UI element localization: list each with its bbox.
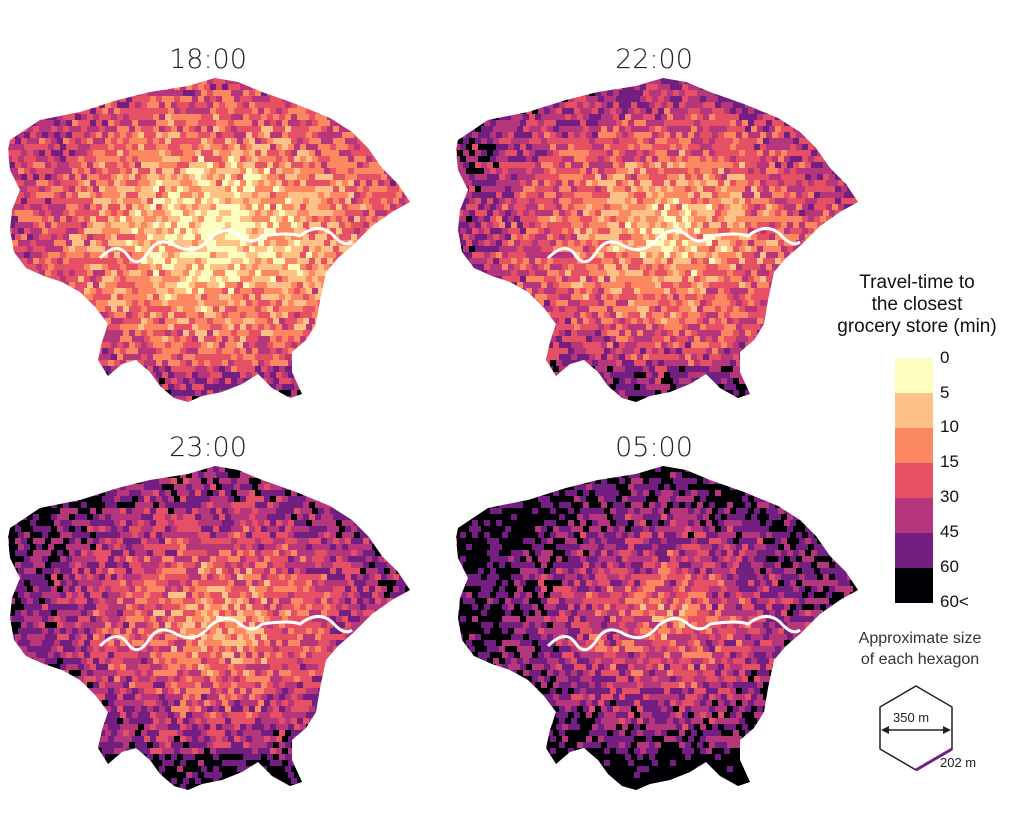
hexagon-size-diagram (879, 685, 953, 772)
hexagon-cells (456, 78, 858, 402)
legend-swatch (895, 568, 933, 603)
panel-title-3: 23:00 (169, 432, 247, 463)
legend-label: 60 (940, 557, 959, 576)
river-thames (546, 615, 801, 652)
legend-label: 5 (940, 383, 950, 402)
legend-title-line: grocery store (min) (837, 316, 997, 337)
legend-label: 45 (940, 522, 959, 541)
arrow-right-icon (943, 726, 951, 734)
river-thames (98, 615, 353, 652)
map-panel-1 (8, 78, 410, 402)
hexagon-width-label: 350 m (893, 710, 930, 725)
map-panel-2 (456, 78, 858, 402)
legend-title-line: Travel-time to (859, 272, 975, 293)
panel-title-2: 22:00 (615, 44, 693, 75)
legend-swatch (895, 463, 933, 498)
map-panel-4 (456, 466, 858, 790)
legend-swatch (895, 533, 933, 568)
legend-swatch (895, 393, 933, 428)
legend-swatch (895, 358, 933, 393)
legend-color-bar (895, 358, 933, 603)
panel-title-4: 05:00 (615, 432, 693, 463)
hexagon-size-caption: Approximate size of each hexagon (820, 628, 1020, 670)
river-thames (98, 227, 353, 264)
legend-swatch (895, 428, 933, 463)
hexagon-caption-line: Approximate size (858, 630, 982, 647)
hexagon-side-label: 202 m (940, 755, 977, 770)
legend-title: Travel-time to the closest grocery store… (812, 272, 1022, 338)
hexagon-cells (8, 78, 410, 402)
legend-label: 60< (940, 592, 969, 611)
legend-label: 30 (940, 487, 959, 506)
legend-label: 0 (940, 348, 950, 367)
map-panel-3 (8, 466, 410, 790)
legend-title-line: the closest (871, 294, 963, 315)
hexagon-side-highlight (915, 747, 953, 772)
panel-title-1: 18:00 (169, 44, 247, 75)
hexagon-cells (456, 466, 858, 790)
legend-label: 10 (940, 417, 959, 436)
hexagon-caption-line: of each hexagon (860, 651, 980, 668)
hexagon-cells (8, 466, 410, 790)
arrow-left-icon (881, 726, 889, 734)
river-thames (546, 227, 801, 264)
legend-label: 15 (940, 452, 959, 471)
legend-swatch (895, 498, 933, 533)
